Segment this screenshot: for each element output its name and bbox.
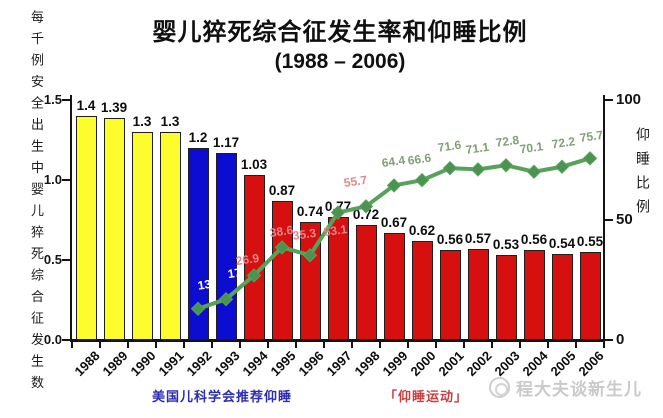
left-axis-tick (62, 179, 71, 181)
x-axis-tick (99, 342, 101, 348)
bar-value-label-1988: 1.4 (76, 98, 96, 113)
line-value-label-2003: 72.8 (495, 133, 520, 150)
bar-1992 (187, 148, 209, 340)
line-point-marker-2004 (526, 164, 542, 179)
left-axis-tick (62, 99, 71, 101)
bar-1994 (243, 175, 265, 340)
right-axis-tick (604, 99, 613, 101)
bar-value-label-1991: 1.3 (160, 114, 180, 129)
x-axis-tick (463, 342, 465, 348)
bar-2006 (579, 252, 601, 340)
chart-subtitle-years: (1988 – 2006) (274, 50, 406, 73)
bar-1990 (131, 132, 153, 340)
bar-2003 (495, 255, 517, 340)
bar-value-label-1993: 1.17 (212, 134, 240, 150)
right-axis-label: 仰睡比例 (635, 127, 651, 223)
left-axis-tick-label: 0.5 (43, 252, 62, 267)
left-axis-tick (62, 259, 71, 261)
right-axis-tick (604, 219, 613, 221)
watermark-text: 程大夫谈新生儿 (516, 380, 642, 399)
line-value-label-2000: 66.6 (407, 151, 432, 168)
x-axis-tick (547, 342, 549, 348)
x-axis-tick (603, 342, 605, 348)
bar-value-label-1995: 0.87 (268, 182, 296, 198)
left-axis-tick-label: 1.5 (43, 92, 62, 107)
x-axis-tick (71, 342, 73, 348)
bar-1999 (383, 232, 405, 340)
line-value-label-2004: 70.1 (519, 139, 544, 156)
line-point-marker-2002 (470, 162, 486, 177)
line-point-marker-2006 (582, 151, 598, 166)
x-axis-tick (435, 342, 437, 348)
bar-1996 (299, 221, 321, 340)
right-axis-tick-label: 0 (616, 331, 625, 348)
bar-1989 (103, 117, 125, 340)
x-axis-tick (407, 342, 409, 348)
bar-value-label-1990: 1.3 (132, 114, 152, 129)
bar-1991 (159, 132, 181, 340)
bar-2001 (439, 250, 461, 340)
chart-title: 婴儿猝死综合征发生率和仰睡比例 (152, 19, 528, 46)
line-value-label-1998: 55.7 (343, 173, 368, 190)
x-axis-tick (351, 342, 353, 348)
left-axis-tick-label: 1.0 (43, 172, 62, 187)
bar-1988 (75, 116, 97, 340)
annotation-aap-recommendation: 美国儿科学会推荐仰睡 (152, 389, 293, 404)
right-axis-tick (604, 339, 613, 341)
x-axis-tick (183, 342, 185, 348)
bar-1998 (355, 224, 377, 340)
x-axis-line (70, 339, 605, 342)
x-axis-tick (155, 342, 157, 348)
right-axis-line (603, 95, 605, 342)
line-point-marker-2000 (414, 172, 430, 188)
bar-value-label-1994: 1.03 (240, 157, 268, 173)
line-value-label-1999: 64.4 (381, 153, 406, 170)
left-axis-tick (62, 339, 71, 341)
line-point-marker-2001 (442, 160, 458, 176)
line-point-marker-2003 (498, 158, 514, 173)
annotation-back-to-sleep-campaign: 「仰睡运动」 (384, 389, 469, 404)
x-axis-tick (239, 342, 241, 348)
bar-value-label-1992: 1.2 (188, 130, 208, 145)
right-axis-tick-label: 50 (616, 211, 633, 228)
x-axis-tick (575, 342, 577, 348)
x-axis-tick (267, 342, 269, 348)
left-axis-line (70, 95, 72, 342)
bar-2005 (551, 253, 573, 340)
line-value-label-2002: 71.1 (465, 140, 490, 157)
x-axis-tick (127, 342, 129, 348)
x-axis-tick (323, 342, 325, 348)
watermark: 程大夫谈新生儿 (489, 375, 642, 400)
bar-1993 (215, 152, 237, 340)
bar-2004 (523, 250, 545, 340)
line-point-marker-1999 (386, 178, 402, 193)
line-point-marker-2005 (554, 159, 570, 174)
bar-2002 (467, 248, 489, 340)
bar-value-label-1989: 1.39 (100, 99, 128, 115)
x-axis-tick (211, 342, 213, 348)
bar-1997 (327, 216, 349, 340)
x-axis-tick (295, 342, 297, 348)
line-value-label-2006: 75.7 (579, 128, 604, 145)
line-value-label-2005: 72.2 (551, 134, 576, 151)
bar-value-label-2006: 0.55 (576, 234, 604, 249)
watermark-logo-icon (489, 377, 510, 398)
line-value-label-2001: 71.6 (437, 138, 462, 155)
x-axis-tick (519, 342, 521, 348)
x-axis-tick (379, 342, 381, 348)
left-axis-tick-label: 0.0 (43, 332, 62, 347)
bar-1995 (271, 200, 293, 340)
right-axis-tick-label: 100 (616, 91, 642, 108)
bar-2000 (411, 240, 433, 340)
x-axis-tick (491, 342, 493, 348)
left-axis-label: 每千例安全出生中婴儿猝死综合征发生数 (29, 10, 44, 397)
